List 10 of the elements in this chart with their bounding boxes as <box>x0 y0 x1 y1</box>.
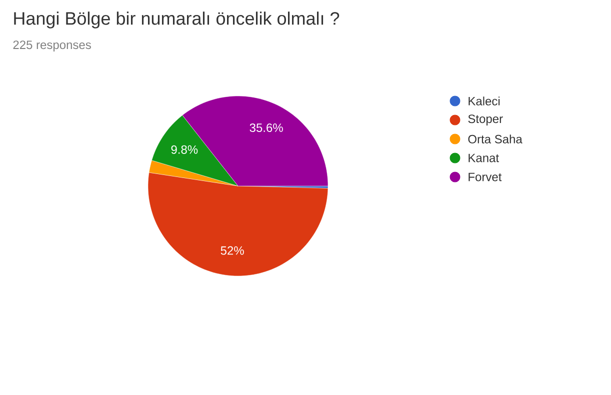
legend-label: Stoper <box>468 114 503 126</box>
legend-label: Kaleci <box>468 96 500 106</box>
data-label: 52% <box>220 246 244 255</box>
data-label: 9.8% <box>171 145 198 154</box>
legend-label: Kanat <box>468 154 499 162</box>
legend-label: Forvet <box>468 172 502 182</box>
chart-title: Hangi Bölge bir numaralı öncelik olmalı ? <box>14 12 340 28</box>
data-label: 35.6% <box>250 123 283 132</box>
legend-label: Orta Saha <box>468 134 522 144</box>
chart-subtitle: 225 responses <box>13 40 91 52</box>
